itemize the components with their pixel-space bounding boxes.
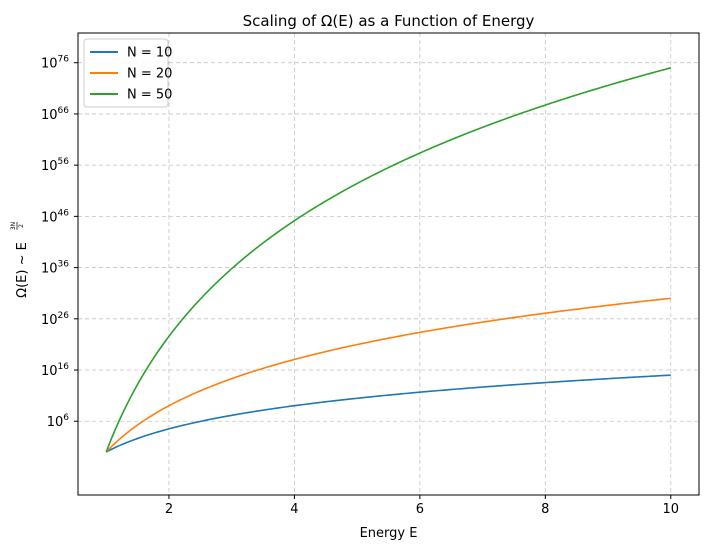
x-axis-label: Energy E — [360, 526, 418, 541]
x-tick-label: 4 — [290, 502, 298, 517]
y-axis: 106 1016 1026 1036 1046 1056 1066 1076 — [41, 55, 78, 430]
legend-label: N = 20 — [127, 67, 172, 82]
legend-label: N = 50 — [127, 88, 172, 103]
y-axis-label-exp-den: 2 — [18, 224, 25, 228]
series-line-2 — [105, 67, 671, 453]
x-tick-label: 8 — [541, 502, 549, 517]
y-tick-label: 106 — [47, 413, 70, 430]
y-tick-label: 1076 — [41, 55, 69, 72]
series-line-0 — [105, 374, 671, 453]
y-axis-label: Ω(E) ~ E 3N 2 — [10, 222, 30, 298]
y-tick-label: 1056 — [41, 157, 69, 174]
legend: N = 10 N = 20 N = 50 — [83, 38, 172, 108]
legend-label: N = 10 — [127, 46, 172, 61]
y-axis-label-exp-num: 3N — [10, 222, 17, 230]
chart-title: Scaling of Ω(E) as a Function of Energy — [243, 12, 535, 30]
plot-frame — [77, 32, 700, 496]
x-tick-label: 6 — [416, 502, 424, 517]
y-tick-label: 1036 — [41, 260, 69, 277]
y-axis-label-main: Ω(E) ~ E — [15, 242, 30, 298]
x-tick-label: 2 — [165, 502, 173, 517]
x-axis: 2 4 6 8 10 — [165, 495, 679, 517]
x-tick-label: 10 — [662, 502, 679, 517]
grid — [78, 33, 699, 495]
series-lines — [105, 67, 671, 453]
y-tick-label: 1066 — [41, 106, 69, 123]
series-line-1 — [105, 297, 671, 453]
y-tick-label: 1016 — [41, 362, 69, 379]
legend-entries: N = 10 N = 20 N = 50 — [90, 46, 172, 103]
legend-box — [83, 38, 169, 108]
y-tick-label: 1046 — [41, 208, 69, 225]
y-tick-label: 1026 — [41, 311, 69, 328]
